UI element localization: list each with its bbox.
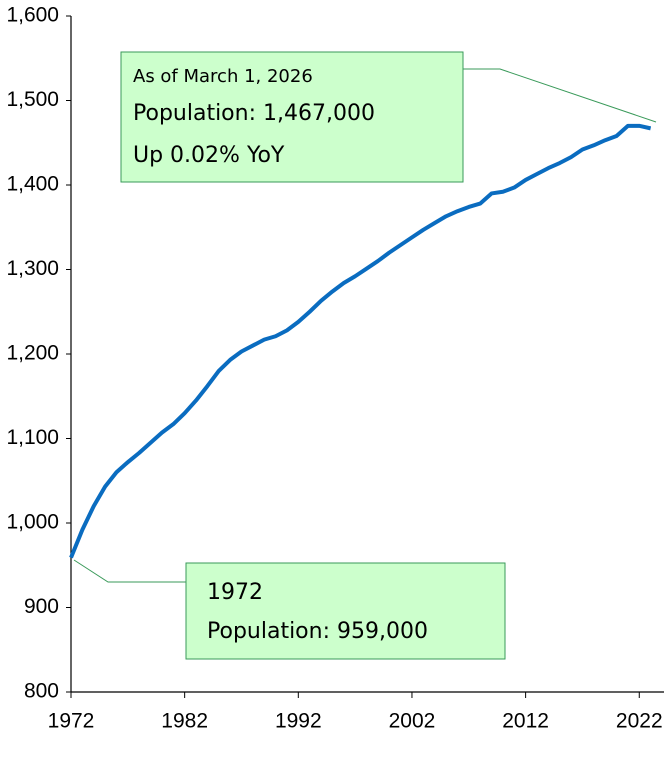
x-tick-label: 1972 <box>48 710 95 733</box>
annotation-text: Population: 959,000 <box>207 619 428 644</box>
annotation-text: Up 0.02% YoY <box>133 143 285 168</box>
y-tick-label: 1,200 <box>6 342 59 365</box>
x-tick-label: 1982 <box>161 710 208 733</box>
x-tick-label: 2002 <box>389 710 436 733</box>
y-tick-label: 900 <box>24 595 59 618</box>
x-tick-label: 1992 <box>275 710 322 733</box>
y-tick-label: 800 <box>24 680 59 703</box>
y-tick-label: 1,100 <box>6 426 59 449</box>
y-tick-label: 1,300 <box>6 257 59 280</box>
annotation-box <box>120 51 464 183</box>
annotation-text: Population: 1,467,000 <box>133 101 375 126</box>
annotation-text: As of March 1, 2026 <box>133 66 313 87</box>
data-line <box>69 123 652 559</box>
y-tick-label: 1,500 <box>6 88 59 111</box>
annotation-box <box>185 562 506 660</box>
y-tick-label: 1,600 <box>6 4 59 27</box>
y-tick-label: 1,000 <box>6 511 59 534</box>
y-tick-label: 1,400 <box>6 173 59 196</box>
annotation-text: 1972 <box>207 580 263 605</box>
callout-line <box>463 68 657 123</box>
callout-line <box>73 559 186 583</box>
x-tick-label: 2022 <box>616 710 663 733</box>
x-tick-label: 2012 <box>502 710 549 733</box>
